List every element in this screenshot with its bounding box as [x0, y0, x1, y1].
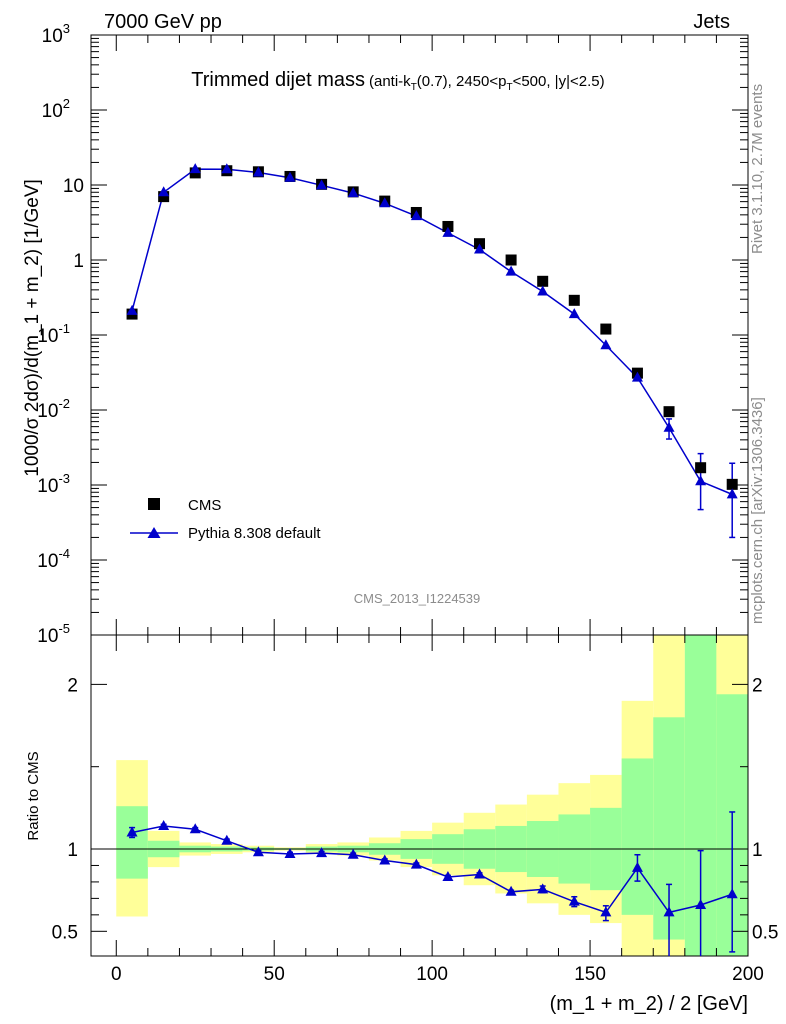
y-tick-label: 10-1: [37, 321, 70, 347]
pythia-point: [695, 475, 707, 486]
ratio-y-tick-label: 2: [752, 675, 763, 696]
pythia-point: [505, 265, 517, 276]
x-tick-label: 150: [574, 964, 606, 985]
ratio-y-tick-label: 0.5: [752, 922, 778, 943]
y-tick-label: 10-3: [37, 471, 70, 497]
pythia-point: [221, 163, 233, 174]
ratio-line: [131, 825, 733, 914]
pythia-point: [568, 308, 580, 319]
legend-pythia-label: Pythia 8.308 default: [188, 525, 321, 542]
ratio-point: [631, 861, 643, 872]
watermark: CMS_2013_I1224539: [354, 591, 481, 606]
pythia-point: [442, 226, 454, 237]
cms-point: [568, 294, 580, 306]
ratio-y-tick-label: 1: [752, 840, 763, 861]
y-tick-label: 10-2: [37, 396, 70, 422]
ratio-point: [695, 898, 707, 909]
cms-point: [695, 462, 707, 474]
ratio-point: [158, 819, 170, 830]
rivet-label: Rivet 3.1.10, 2.7M events: [749, 84, 766, 254]
band-inner: [621, 758, 654, 915]
ratio-point: [410, 858, 422, 869]
cms-point: [663, 406, 675, 418]
cms-point: [505, 254, 517, 266]
ratio-point: [600, 906, 612, 917]
cms-point: [158, 191, 170, 203]
legend: CMS Pythia 8.308 default: [130, 497, 321, 542]
ratio-y-tick-label: 2: [67, 675, 78, 696]
pythia-point: [631, 371, 643, 382]
pythia-point: [410, 210, 422, 221]
x-tick-label: 200: [732, 964, 764, 985]
pythia-point: [474, 243, 486, 254]
ratio-point: [316, 847, 328, 858]
ratio-frame: [90, 634, 749, 957]
ratio-point: [284, 847, 296, 858]
pythia-point: [726, 488, 738, 499]
top-frame: [90, 34, 749, 636]
pythia-point: [663, 421, 675, 432]
ratio-point: [379, 854, 391, 865]
ratio-point: [663, 906, 675, 917]
legend-pythia-marker: [147, 527, 161, 538]
pythia-point: [284, 171, 296, 182]
y-tick-label: 10-4: [37, 546, 70, 572]
ratio-y-tick-label: 1: [67, 840, 78, 861]
pythia-point: [600, 339, 612, 350]
band-inner: [116, 806, 148, 879]
ratio-point: [252, 846, 264, 857]
ratio-point: [189, 823, 201, 834]
data-marks: [126, 163, 738, 956]
chart-title: Trimmed dijet mass: [191, 69, 365, 91]
y-tick-label: 103: [42, 21, 70, 47]
pythia-point: [379, 197, 391, 208]
pythia-line: [131, 168, 733, 496]
ratio-point: [347, 848, 359, 859]
pythia-point: [537, 285, 549, 296]
header-left: 7000 GeV pp: [104, 11, 222, 33]
ratio-point: [126, 826, 138, 837]
x-tick-label: 100: [416, 964, 448, 985]
pythia-point: [252, 166, 264, 177]
y-tick-label: 1: [73, 251, 84, 272]
x-tick-label: 0: [111, 964, 122, 985]
y-tick-label: 10: [63, 176, 84, 197]
ratio-y-tick-label: 0.5: [52, 922, 78, 943]
cms-point: [600, 323, 612, 335]
ratio-bands: [116, 635, 748, 956]
ratio-point: [568, 895, 580, 906]
ratio-point: [537, 883, 549, 894]
y-axis-label-top: 1000/σ 2dσ)/d(m_1 + m_2) [1/GeV]: [22, 179, 43, 477]
cms-point: [726, 478, 738, 490]
cms-point: [537, 275, 549, 287]
pythia-point: [189, 163, 201, 174]
y-axis-label-ratio: Ratio to CMS: [25, 751, 42, 840]
pythia-point: [347, 187, 359, 198]
y-tick-label: 102: [42, 96, 70, 122]
chart-title-note: (anti-kT(0.7), 2450<pT<500, |y|<2.5): [369, 73, 605, 93]
header-right: Jets: [693, 11, 730, 33]
ratio-point: [505, 885, 517, 896]
legend-cms-marker: [148, 498, 160, 510]
ratio-point: [221, 834, 233, 845]
legend-cms-label: CMS: [188, 497, 221, 514]
mcplots-label: mcplots.cern.ch [arXiv:1306.3436]: [749, 397, 766, 624]
ratio-point: [442, 870, 454, 881]
pythia-point: [126, 304, 138, 315]
ratio-point: [726, 888, 738, 899]
ratio-point: [474, 868, 486, 879]
pythia-point: [316, 179, 328, 190]
x-tick-label: 50: [264, 964, 285, 985]
y-tick-label: 10-5: [37, 621, 70, 647]
pythia-point: [158, 186, 170, 197]
x-axis-label: (m_1 + m_2) / 2 [GeV]: [550, 993, 748, 1015]
cms-point: [442, 220, 454, 232]
